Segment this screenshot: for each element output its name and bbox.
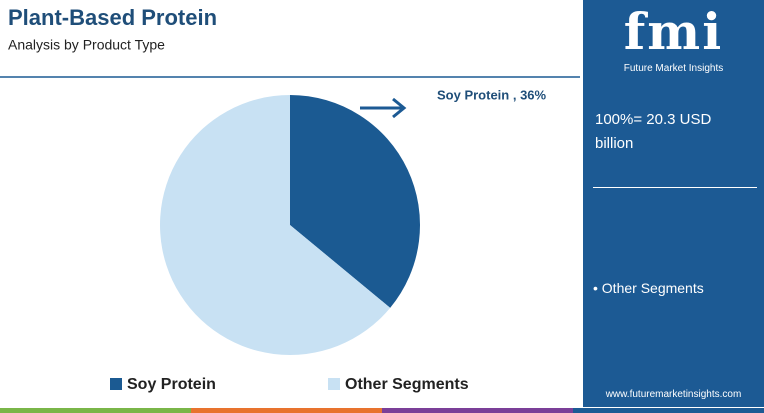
pie-slice (290, 95, 420, 308)
divider (593, 187, 757, 188)
pie-slice (160, 95, 391, 355)
label-arrow (360, 97, 407, 119)
footer-bar (0, 408, 764, 413)
data-label: Soy Protein , 36% (437, 87, 547, 102)
legend-label: Soy Protein (127, 376, 216, 393)
chart-subtitle: Analysis by Product Type (8, 37, 165, 53)
legend-label: Other Segments (345, 376, 469, 393)
brand: Future Market Insights (623, 63, 724, 74)
logo: fmi (623, 2, 724, 61)
market-total: 100%= 20.3 USD billion (595, 111, 712, 152)
chart: Plant-Based Protein Analysis by Product … (0, 5, 580, 393)
segment-note: • Other Segments (593, 280, 704, 296)
sidebar: fmi Future Market Insights 100%= 20.3 US… (583, 0, 764, 407)
chart-title: Plant-Based Protein (8, 5, 217, 30)
legend-swatch (110, 378, 122, 390)
url: www.futuremarketinsights.com (605, 389, 742, 400)
legend-swatch (328, 378, 340, 390)
